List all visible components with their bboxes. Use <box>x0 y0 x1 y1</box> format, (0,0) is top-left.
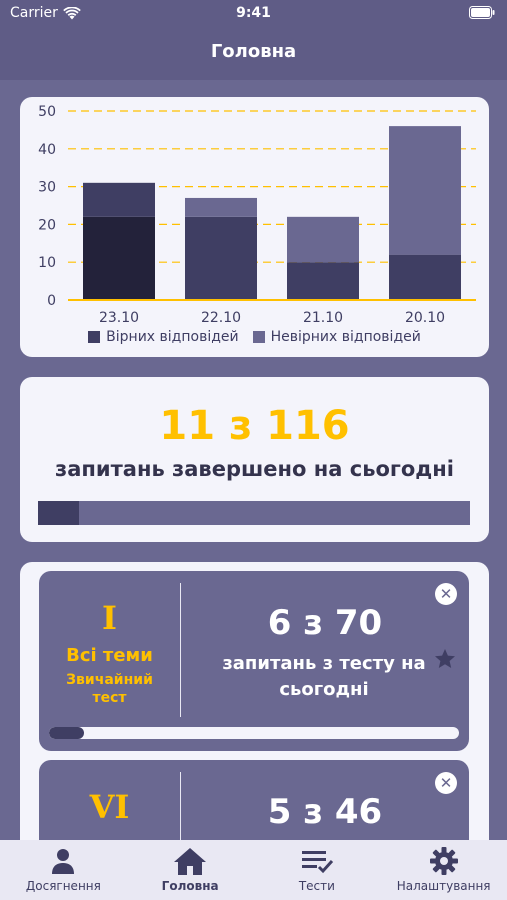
tile-divider <box>180 583 181 717</box>
tab-label: Досягнення <box>25 879 101 893</box>
y-tick-label: 0 <box>47 293 56 309</box>
test-number: I <box>102 599 117 637</box>
test-type: Звичайний тест <box>66 672 153 706</box>
bar-correct <box>185 216 257 300</box>
test-progress-bar-fill <box>49 727 85 739</box>
status-bar: Carrier 9:41 <box>0 0 507 30</box>
legend-item-correct: Вірних відповідей <box>88 329 239 345</box>
tab-home[interactable]: Головна <box>127 840 254 900</box>
test-count: 6 з 70 <box>267 603 383 643</box>
chart-legend: Вірних відповідей Невірних відповідей <box>20 329 489 345</box>
y-tick-label: 30 <box>38 180 56 196</box>
home-icon <box>174 848 207 875</box>
tab-settings[interactable]: Налаштування <box>380 840 507 900</box>
bar-incorrect <box>185 197 257 217</box>
navigation-bar: Головна <box>0 30 507 78</box>
wifi-icon <box>63 6 81 19</box>
answers-chart-card: 0 10 20 30 40 50 23.10 22.10 21.10 20.10 Вірних в… <box>20 97 489 357</box>
test-count: 5 з 46 <box>267 792 383 832</box>
page-title: Головна <box>210 41 297 62</box>
tab-bar: Досягнення Головна Тести <box>0 840 507 900</box>
battery-icon <box>469 6 495 19</box>
tab-label: Налаштування <box>396 879 491 893</box>
legend-label-correct: Вірних відповідей <box>106 329 239 345</box>
test-theme: Всі теми <box>66 645 153 666</box>
daily-progress-count: 11 з 116 <box>159 403 350 449</box>
y-tick-label: 40 <box>38 142 56 158</box>
bar-correct <box>389 254 461 300</box>
tile-divider <box>180 772 181 840</box>
bar-correct <box>83 216 155 300</box>
tab-label: Тести <box>298 879 335 893</box>
bar-incorrect <box>389 126 461 255</box>
clock: 9:41 <box>236 5 271 21</box>
legend-swatch-incorrect <box>252 331 265 343</box>
carrier-indicator: Carrier <box>10 5 81 21</box>
answers-bar-chart: 0 10 20 30 40 50 23.10 22.10 21.10 20.10 <box>38 104 476 326</box>
checklist-icon <box>301 851 333 874</box>
daily-progress-bar-fill <box>38 501 80 525</box>
daily-progress-card: 11 з 116 запитань завершено на сьогодні <box>20 377 489 542</box>
x-tick-label: 21.10 <box>303 310 343 326</box>
tests-card: I Всі теми Звичайний тест 6 з 70 запитан… <box>20 562 489 840</box>
test-tile[interactable]: I Всі теми Звичайний тест 6 з 70 запитан… <box>39 571 469 751</box>
x-tick-label: 23.10 <box>99 310 139 326</box>
tab-achievements[interactable]: Досягнення <box>0 840 127 900</box>
person-icon <box>52 849 75 874</box>
daily-progress-caption: запитань завершено на сьогодні <box>55 457 454 481</box>
test-tile[interactable]: VI 5 з 46 ✕ <box>39 760 469 840</box>
star-icon[interactable] <box>433 647 457 671</box>
bar-incorrect <box>83 182 155 217</box>
bar-incorrect <box>287 216 359 263</box>
close-icon[interactable]: ✕ <box>435 583 457 605</box>
carrier-label: Carrier <box>10 5 58 21</box>
legend-label-incorrect: Невірних відповідей <box>270 329 421 345</box>
x-tick-label: 22.10 <box>201 310 241 326</box>
test-number: VI <box>89 788 130 826</box>
y-tick-label: 10 <box>38 255 56 271</box>
y-tick-label: 50 <box>38 104 56 120</box>
y-tick-label: 20 <box>38 217 56 233</box>
main-content[interactable]: 0 10 20 30 40 50 23.10 22.10 21.10 20.10 Вірних в… <box>0 80 507 840</box>
legend-item-incorrect: Невірних відповідей <box>252 329 421 345</box>
test-progress-bar <box>49 727 459 739</box>
bar-correct <box>287 262 359 300</box>
x-tick-label: 20.10 <box>405 310 445 326</box>
close-icon[interactable]: ✕ <box>435 772 457 794</box>
legend-swatch-correct <box>88 331 101 343</box>
test-caption: запитань з тесту на сьогодні <box>222 653 426 700</box>
gear-icon <box>429 847 458 875</box>
tab-label: Головна <box>161 879 219 893</box>
tab-tests[interactable]: Тести <box>254 840 381 900</box>
daily-progress-bar <box>38 501 470 525</box>
